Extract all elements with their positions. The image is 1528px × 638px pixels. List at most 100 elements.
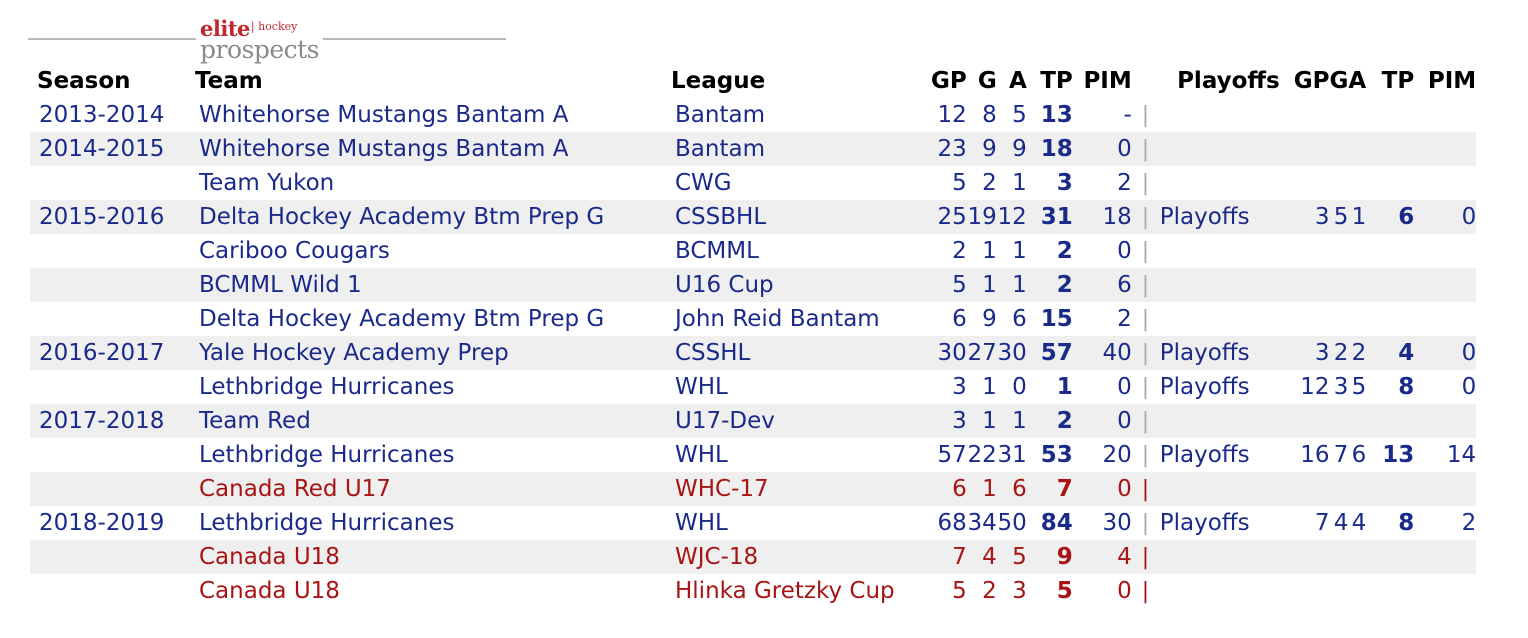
total-points: 84 [1040, 510, 1073, 536]
league-link[interactable]: U16 Cup [667, 268, 931, 302]
league-link[interactable]: Hlinka Gretzky Cup [675, 578, 895, 604]
penalty-minutes: 2 [1117, 170, 1132, 196]
playoff-games-played: 3 [1293, 336, 1330, 370]
playoff-penalty-minutes [1414, 540, 1477, 574]
league-link[interactable]: Bantam [675, 102, 765, 128]
playoff-penalty-minutes: 0 [1414, 200, 1477, 234]
penalty-minutes: - [1123, 102, 1132, 128]
header-playoff-tp: TP [1381, 68, 1415, 94]
team-link[interactable]: Canada U18 [191, 540, 667, 574]
total-points: 18 [1026, 132, 1073, 166]
assists: 31 [997, 442, 1027, 468]
playoff-goals [1329, 404, 1349, 438]
league-link[interactable]: WJC-18 [667, 540, 931, 574]
penalty-minutes: 0 [1072, 472, 1142, 506]
separator: | [1141, 306, 1150, 332]
league-link[interactable]: WHC-17 [667, 472, 931, 506]
league-link[interactable]: Bantam [667, 132, 931, 166]
team-link[interactable]: Lethbridge Hurricanes [199, 510, 455, 536]
season-link[interactable]: 2014-2015 [30, 132, 191, 166]
season-link[interactable]: 2017-2018 [30, 404, 191, 438]
goals: 22 [967, 442, 997, 468]
team-link[interactable]: Cariboo Cougars [199, 238, 390, 264]
stats-row: 2017-2018 Team Red U17-Dev 3 1 1 2 0 | [30, 404, 1477, 438]
playoffs-link[interactable]: Playoffs [1155, 336, 1294, 370]
season-link[interactable]: 2018-2019 [39, 510, 165, 536]
assists: 5 [1012, 102, 1027, 128]
games-played: 12 [937, 102, 967, 128]
stats-row: Canada U18 Hlinka Gretzky Cup 5 2 3 5 0 | [30, 574, 1476, 608]
playoff-assists [1348, 132, 1367, 166]
team-link[interactable]: Whitehorse Mustangs Bantam A [199, 102, 569, 128]
team-link[interactable]: Team Red [191, 404, 667, 438]
season-link[interactable]: 2013-2014 [39, 102, 165, 128]
season-link[interactable]: 2016-2017 [30, 336, 191, 370]
team-link[interactable]: Lethbridge Hurricanes [199, 374, 455, 400]
playoffs-link[interactable]: Playoffs [1159, 510, 1250, 536]
games-played: 2 [952, 238, 967, 264]
logo-hockey-word: hockey [258, 20, 298, 33]
team-link[interactable]: Canada U18 [199, 578, 340, 604]
league-link[interactable]: CWG [675, 170, 732, 196]
league-link[interactable]: U17-Dev [667, 404, 931, 438]
goals: 9 [982, 306, 997, 332]
team-link[interactable]: Delta Hockey Academy Btm Prep G [199, 306, 605, 332]
playoff-total-points: 8 [1398, 510, 1415, 536]
total-points: 15 [1040, 306, 1073, 332]
goals: 1 [966, 268, 997, 302]
playoffs-link[interactable]: Playoffs [1159, 442, 1250, 468]
penalty-minutes: 40 [1072, 336, 1142, 370]
total-points: 2 [1026, 404, 1073, 438]
separator: | [1141, 102, 1150, 128]
playoff-goals [1329, 472, 1349, 506]
team-link[interactable]: Delta Hockey Academy Btm Prep G [191, 200, 667, 234]
playoff-total-points: 13 [1382, 442, 1415, 468]
league-link[interactable]: WHL [675, 442, 728, 468]
season-link [30, 268, 191, 302]
playoff-total-points: 6 [1366, 200, 1415, 234]
logo-wordmark: elite| hockey prospects [196, 16, 324, 62]
playoff-goals [1330, 166, 1349, 200]
games-played: 3 [931, 404, 967, 438]
games-played: 3 [952, 374, 967, 400]
league-link[interactable]: WHL [675, 510, 728, 536]
team-link[interactable]: Whitehorse Mustangs Bantam A [191, 132, 667, 166]
team-link[interactable]: BCMML Wild 1 [191, 268, 667, 302]
playoff-penalty-minutes [1414, 234, 1476, 268]
goals: 2 [982, 170, 997, 196]
goals: 27 [966, 336, 997, 370]
penalty-minutes: 0 [1072, 132, 1142, 166]
stats-row: BCMML Wild 1 U16 Cup 5 1 1 2 6 | [30, 268, 1477, 302]
header-season: Season [37, 68, 131, 94]
header-tp: TP [1040, 68, 1073, 94]
penalty-minutes: 4 [1072, 540, 1142, 574]
team-link[interactable]: Yale Hockey Academy Prep [191, 336, 667, 370]
logo-elite-text: elite [200, 16, 250, 41]
playoff-goals [1330, 234, 1349, 268]
playoffs-link[interactable]: Playoffs [1155, 200, 1294, 234]
assists: 0 [1012, 374, 1027, 400]
team-link[interactable]: Canada Red U17 [191, 472, 667, 506]
elite-prospects-logo[interactable]: elite| hockey prospects [28, 14, 508, 66]
team-link[interactable]: Team Yukon [199, 170, 335, 196]
total-points: 3 [1056, 170, 1073, 196]
league-link[interactable]: BCMML [675, 238, 759, 264]
playoffs-link [1155, 472, 1294, 506]
league-link[interactable]: WHL [675, 374, 728, 400]
playoff-total-points [1366, 98, 1414, 132]
league-link[interactable]: CSSBHL [667, 200, 931, 234]
separator: | [1141, 268, 1156, 302]
league-link[interactable]: John Reid Bantam [675, 306, 880, 332]
playoff-penalty-minutes: 0 [1414, 336, 1477, 370]
separator: | [1141, 404, 1156, 438]
playoff-games-played [1294, 166, 1330, 200]
goals: 34 [967, 510, 997, 536]
stats-row: 2014-2015 Whitehorse Mustangs Bantam A Ban… [30, 132, 1477, 166]
team-link[interactable]: Lethbridge Hurricanes [199, 442, 455, 468]
season-link[interactable]: 2015-2016 [30, 200, 191, 234]
goals: 1 [982, 374, 997, 400]
playoffs-link[interactable]: Playoffs [1159, 374, 1250, 400]
league-link[interactable]: CSSHL [667, 336, 931, 370]
header-a: A [1008, 68, 1027, 94]
playoff-assists: 2 [1348, 336, 1367, 370]
